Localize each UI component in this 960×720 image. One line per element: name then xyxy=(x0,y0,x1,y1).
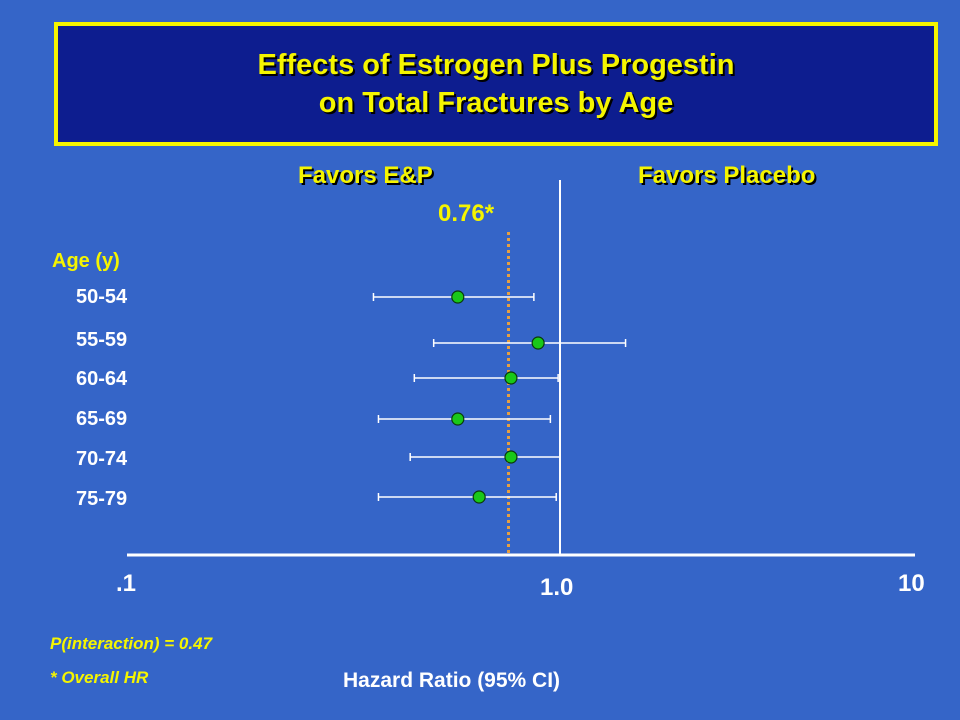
x-tick-label-10: 10 xyxy=(898,570,925,597)
row-heading: Age (y) xyxy=(52,250,120,272)
hr-point-65-69 xyxy=(451,412,465,426)
hr-point-70-74 xyxy=(504,450,518,464)
hr-point-50-54 xyxy=(451,290,465,304)
chart-title-line-2: on Total Fractures by Age xyxy=(318,87,674,119)
age-label-55-59: 55-59 xyxy=(76,329,128,351)
x-tick-label-0.1: .1 xyxy=(116,570,137,597)
title-box: Effects of Estrogen Plus Progestin on To… xyxy=(54,22,938,146)
footnote: * Overall HR xyxy=(50,668,149,687)
hr-point-60-64 xyxy=(504,371,518,385)
age-label-70-74: 70-74 xyxy=(76,448,128,470)
overall-hr-label: 0.76* xyxy=(438,200,495,227)
favors-right-label: Favors Placebo xyxy=(638,162,816,189)
age-label-65-69: 65-69 xyxy=(76,408,128,430)
p-interaction-note: P(interaction) = 0.47 xyxy=(50,634,213,653)
age-label-75-79: 75-79 xyxy=(76,488,128,510)
hr-point-75-79 xyxy=(472,490,486,504)
age-label-50-54: 50-54 xyxy=(76,286,128,308)
chart-title-line-1: Effects of Estrogen Plus Progestin xyxy=(257,49,735,81)
age-label-60-64: 60-64 xyxy=(76,368,128,390)
hr-point-55-59 xyxy=(531,336,545,350)
x-tick-label-1.0: 1.0 xyxy=(540,574,574,601)
x-axis-label: Hazard Ratio (95% CI) xyxy=(343,669,561,692)
favors-left-label: Favors E&P xyxy=(298,162,433,189)
